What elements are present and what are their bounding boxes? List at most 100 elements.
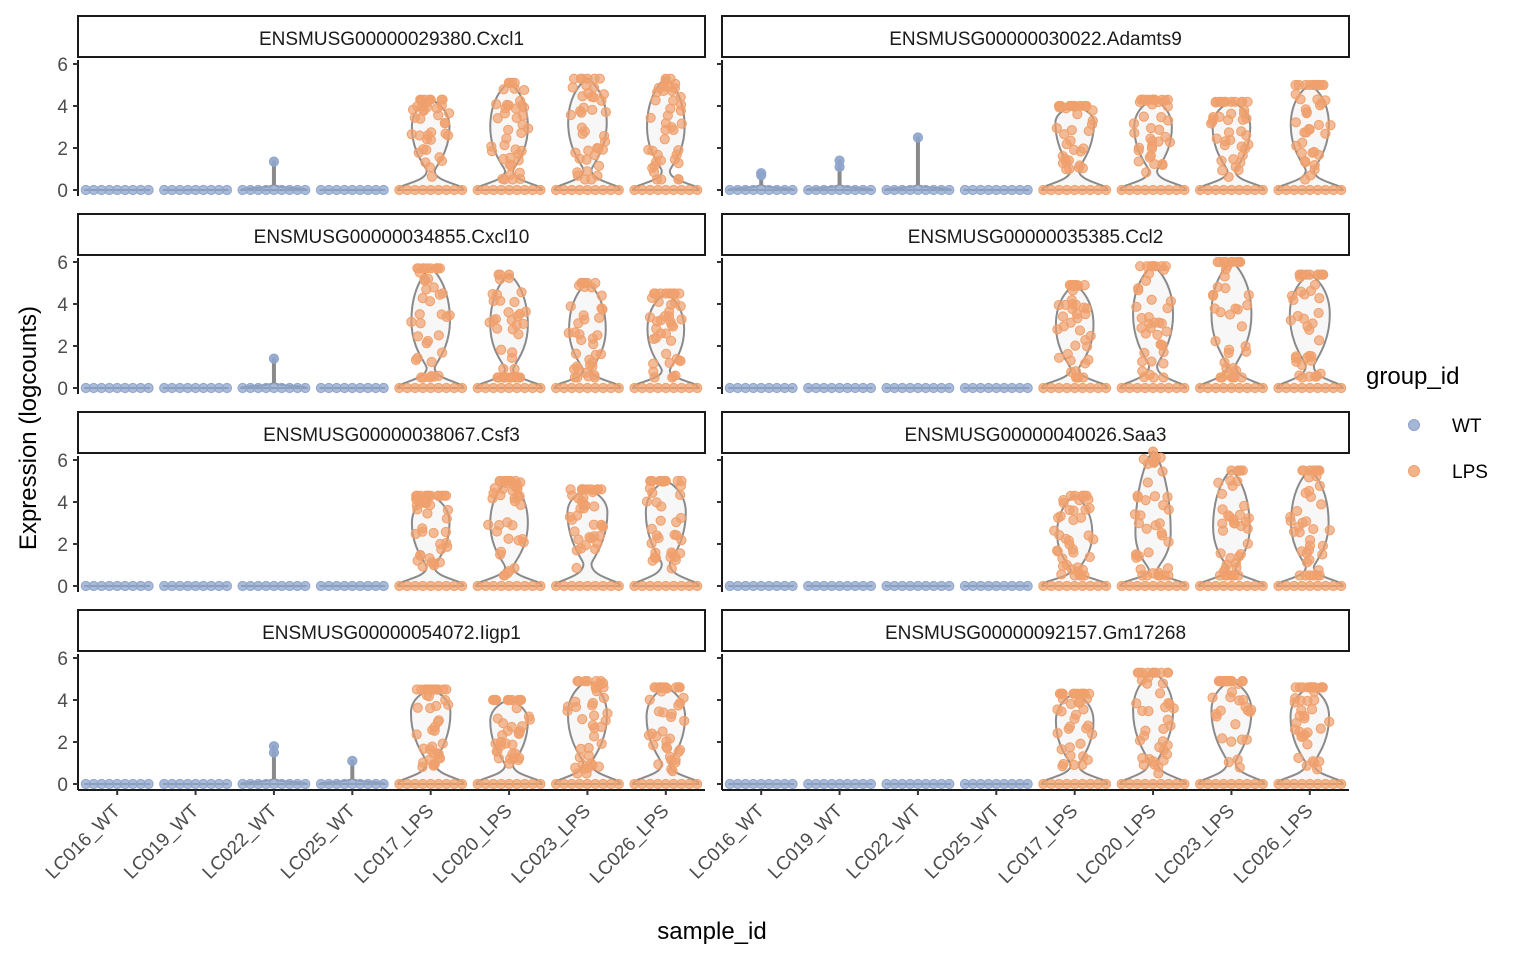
data-point [1084,551,1095,563]
data-point [1157,158,1168,170]
data-point [583,371,594,382]
data-point [411,490,423,501]
data-point [512,310,523,322]
data-point [1304,534,1316,546]
x-tick-label: LC019_WT [764,800,847,883]
data-point [1313,119,1324,131]
data-point [666,547,677,558]
data-point [1059,129,1070,140]
facet-strip [721,213,1350,256]
data-point [655,515,666,526]
data-point [268,156,280,167]
data-point [1133,283,1144,294]
data-point [1226,256,1237,268]
data-point [503,77,515,89]
data-point [513,329,524,340]
data-point [592,330,603,341]
data-point [644,694,655,705]
data-point [569,526,580,537]
data-point [433,330,444,341]
data-point [1302,739,1313,750]
data-point [425,684,436,695]
data-point [1142,477,1153,488]
data-point [1304,324,1315,335]
data-point [1056,569,1067,580]
data-point [666,299,677,310]
facet-panel: ENSMUSG00000030022.Adamts9 [717,15,1350,196]
data-point [425,263,436,274]
data-point [535,184,546,196]
data-point [656,501,667,512]
data-point [588,731,600,742]
data-point [661,348,672,359]
data-point [488,315,499,326]
data-point [641,496,653,507]
data-point [1305,170,1316,181]
facet-strip-label: ENSMUSG00000038067.Csf3 [263,425,520,446]
x-tick-label: LC017_LPS [351,801,438,888]
data-point [510,144,521,155]
facet-strip-label: ENSMUSG00000034855.Cxcl10 [254,227,530,248]
data-point [1162,303,1173,314]
facet-panel: ENSMUSG00000038067.Csf3 0 2 4 6 [57,411,706,598]
data-point [1301,557,1313,568]
data-point [674,697,686,709]
data-point [535,580,546,592]
data-point [1134,96,1146,108]
data-point [415,318,426,329]
data-point [1336,580,1347,592]
data-point [505,169,516,180]
violin [631,292,700,389]
data-point [565,301,576,312]
data-point [456,778,468,790]
facet-strip [721,15,1350,58]
data-point [1131,301,1142,312]
data-point [1306,704,1318,715]
data-point [587,697,599,709]
data-point [651,174,663,185]
data-point [1128,118,1139,129]
data-point [440,526,451,538]
data-point [1317,540,1329,552]
data-point [1299,127,1310,138]
data-point [1215,548,1226,559]
data-point [1285,511,1296,523]
panels-layer: ENSMUSG00000029380.Cxcl10246ENSMUSG00000… [42,15,1350,888]
data-point [1057,158,1069,169]
data-point [1074,325,1086,336]
data-point [1296,269,1307,280]
data-point [1154,688,1166,699]
data-point [1053,512,1064,523]
x-tick-label: LC026_LPS [1230,801,1317,888]
data-point [1216,488,1228,499]
data-point [1225,553,1236,564]
data-point [519,84,530,96]
data-point [422,335,434,347]
data-point [410,354,422,366]
data-point [572,167,583,178]
data-point [1309,695,1320,706]
data-point [1223,171,1234,183]
y-tick-label: 0 [57,181,68,202]
data-point [517,119,528,130]
data-point [580,540,591,551]
data-point [1139,347,1150,359]
data-point [300,778,311,790]
data-point [1161,749,1173,760]
data-point [412,331,424,342]
data-point [491,99,502,110]
data-point [1158,358,1169,369]
data-point [675,355,686,367]
data-point [1243,289,1254,301]
data-point [513,535,524,546]
data-point [1223,344,1235,355]
data-point [570,348,582,359]
data-point [1063,723,1074,734]
data-point [865,778,877,790]
data-point [501,99,513,110]
data-point [1224,309,1236,320]
data-point [1081,693,1093,704]
legend-label: LPS [1452,462,1488,483]
y-tick-label: 2 [57,139,68,160]
data-point [1324,525,1335,536]
